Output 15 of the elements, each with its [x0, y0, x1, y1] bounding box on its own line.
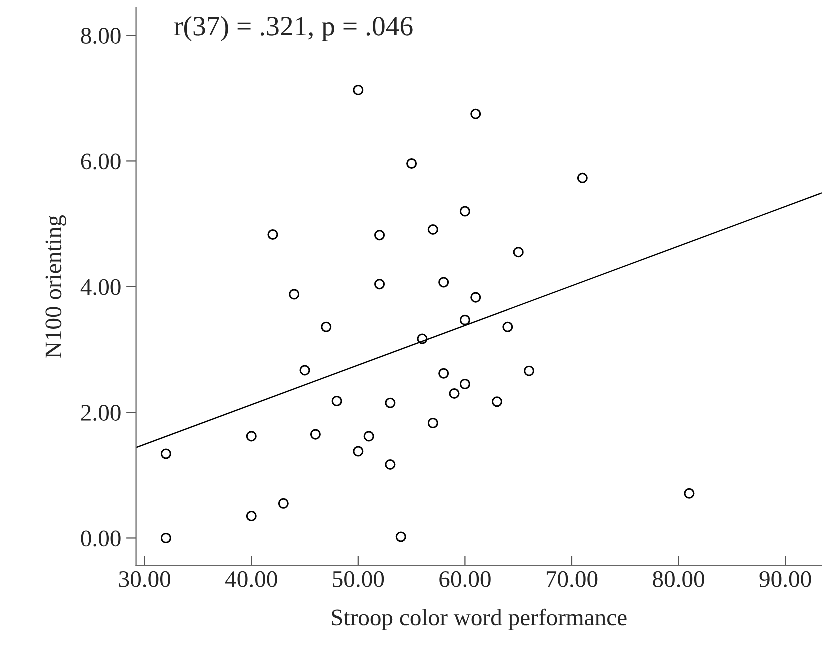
y-tick-label: 0.00 — [81, 530, 121, 547]
y-tick-label: 4.00 — [80, 279, 121, 296]
x-tick-label: 60.00 — [440, 571, 491, 588]
y-tick-label: 8.00 — [81, 28, 121, 44]
x-tick-label: 50.00 — [333, 571, 384, 588]
y-tick-label: 2.00 — [81, 405, 121, 422]
x-tick-label: 40.00 — [226, 571, 278, 588]
x-tick-label: 80.00 — [653, 571, 704, 588]
x-tick-label: 70.00 — [546, 571, 598, 588]
x-axis-title: Stroop color word performance — [332, 608, 627, 630]
y-tick-label: 6.00 — [81, 154, 121, 170]
x-tick-label: 90.00 — [760, 571, 812, 588]
y-axis-title: N100 orienting — [46, 216, 66, 358]
annotation: r(37) = .321, p = .046 — [174, 16, 413, 42]
x-tick-label: 30.00 — [119, 571, 170, 588]
